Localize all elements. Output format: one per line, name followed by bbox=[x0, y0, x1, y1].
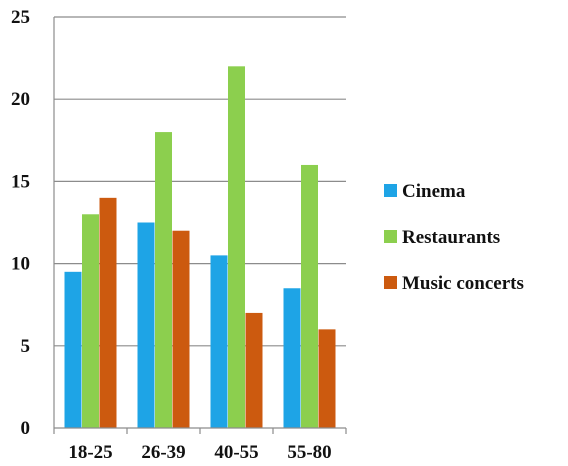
y-tick-label: 25 bbox=[11, 7, 30, 28]
bar-music-concerts-26-39 bbox=[172, 230, 190, 428]
legend-label: Restaurants bbox=[402, 227, 500, 248]
bar-restaurants-26-39 bbox=[155, 132, 172, 428]
y-tick-label: 15 bbox=[11, 171, 30, 192]
y-tick-label: 20 bbox=[11, 89, 30, 110]
bar-music-concerts-40-55 bbox=[245, 312, 263, 428]
bar-music-concerts-18-25 bbox=[99, 197, 117, 428]
x-tick-label: 26-39 bbox=[141, 442, 185, 463]
bar-cinema-18-25 bbox=[64, 271, 82, 428]
y-tick-label: 0 bbox=[21, 418, 31, 439]
x-tick-labels: 18-25 26-39 40-55 55-80 bbox=[68, 442, 331, 463]
bar-restaurants-40-55 bbox=[228, 66, 245, 428]
legend-label: Music concerts bbox=[402, 273, 524, 294]
legend: Cinema Restaurants Music concerts bbox=[384, 181, 524, 294]
x-tick-label: 55-80 bbox=[287, 442, 331, 463]
x-tick-label: 18-25 bbox=[68, 442, 112, 463]
bar-restaurants-18-25 bbox=[82, 214, 99, 428]
bar-music-concerts-55-80 bbox=[318, 329, 336, 428]
legend-label: Cinema bbox=[402, 181, 466, 202]
bar-cinema-40-55 bbox=[210, 255, 228, 428]
y-tick-label: 10 bbox=[11, 254, 30, 275]
legend-swatch-music-concerts bbox=[384, 276, 397, 289]
x-tick-label: 40-55 bbox=[214, 442, 258, 463]
y-tick-labels: 0 5 10 15 20 25 bbox=[11, 7, 30, 439]
bar-restaurants-55-80 bbox=[301, 164, 318, 428]
legend-swatch-cinema bbox=[384, 184, 397, 197]
bars bbox=[64, 66, 336, 428]
legend-swatch-restaurants bbox=[384, 230, 397, 243]
axes bbox=[53, 17, 347, 434]
bar-cinema-26-39 bbox=[137, 222, 155, 428]
y-tick-label: 5 bbox=[21, 336, 31, 357]
bar-cinema-55-80 bbox=[283, 288, 301, 428]
